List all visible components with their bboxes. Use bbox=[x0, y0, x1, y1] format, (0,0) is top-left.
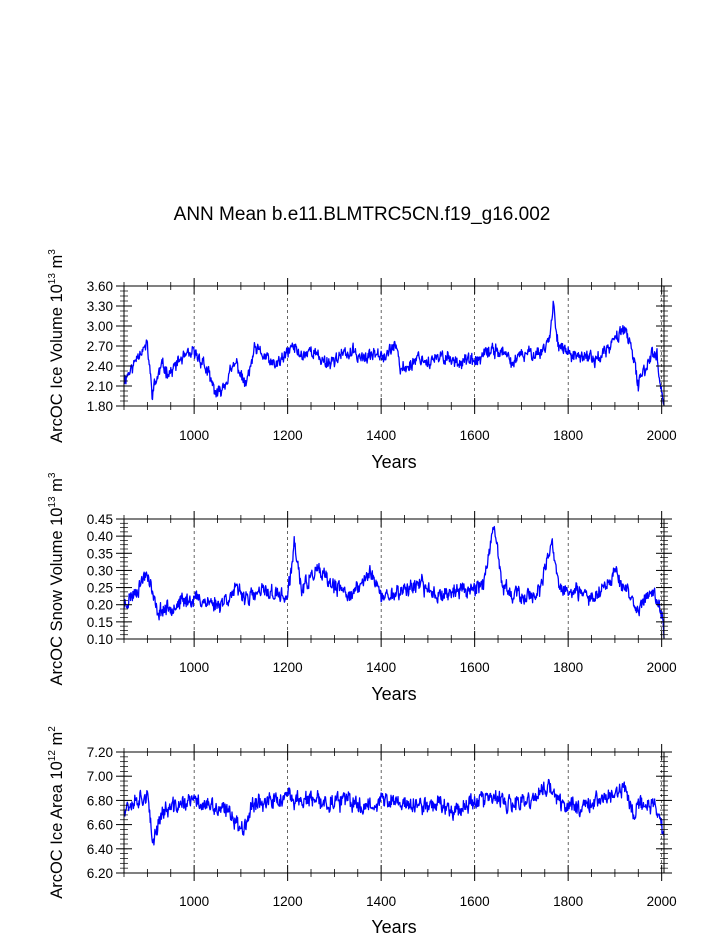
y-tick-label: 3.60 bbox=[87, 279, 113, 294]
y-tick-label: 2.40 bbox=[87, 359, 113, 374]
x-tick-label: 1400 bbox=[366, 428, 396, 443]
y-tick-label: 0.15 bbox=[87, 615, 113, 630]
y-tick-label: 0.35 bbox=[87, 546, 113, 561]
y-tick-label: 2.70 bbox=[87, 339, 113, 354]
x-tick-label: 2000 bbox=[647, 894, 677, 909]
y-tick-label: 0.20 bbox=[87, 598, 113, 613]
x-tick-label: 1800 bbox=[553, 428, 583, 443]
x-tick-label: 1000 bbox=[179, 428, 209, 443]
y-tick-label: 6.80 bbox=[87, 793, 113, 808]
x-tick-label: 1600 bbox=[460, 428, 490, 443]
x-tick-label: 2000 bbox=[647, 660, 677, 675]
y-tick-label: 0.10 bbox=[87, 632, 113, 647]
x-tick-label: 1800 bbox=[553, 894, 583, 909]
y-tick-label: 7.00 bbox=[87, 769, 113, 784]
x-tick-label: 1600 bbox=[460, 894, 490, 909]
y-tick-label: 0.45 bbox=[87, 512, 113, 527]
x-tick-label: 1400 bbox=[366, 660, 396, 675]
x-axis-label: Years bbox=[371, 684, 416, 704]
series-line bbox=[123, 778, 665, 846]
plot-frame bbox=[123, 518, 665, 640]
plot-frame bbox=[123, 751, 665, 874]
x-tick-label: 1600 bbox=[460, 660, 490, 675]
y-axis-label: ArcOC Snow Volume 1013 m3 bbox=[47, 472, 66, 685]
y-tick-label: 1.80 bbox=[87, 399, 113, 414]
y-tick-label: 0.30 bbox=[87, 563, 113, 578]
x-tick-label: 1200 bbox=[273, 428, 303, 443]
y-tick-label: 2.10 bbox=[87, 379, 113, 394]
figure-title: ANN Mean b.e11.BLMTRC5CN.f19_g16.002 bbox=[174, 204, 551, 225]
y-tick-label: 6.40 bbox=[87, 842, 113, 857]
y-tick-label: 3.00 bbox=[87, 319, 113, 334]
x-axis-label: Years bbox=[371, 452, 416, 472]
y-tick-label: 6.60 bbox=[87, 818, 113, 833]
y-tick-label: 0.40 bbox=[87, 529, 113, 544]
chart-panel-2: 1000 1200 1400 1600 1800 2000 0.10 0.15 0.20 0.25… bbox=[47, 472, 677, 704]
chart-panel-3: 1000 1200 1400 1600 1800 2000 6.20 6.40 6.60 6.80… bbox=[47, 726, 677, 935]
y-tick-label: 7.20 bbox=[87, 745, 113, 760]
x-tick-label: 1800 bbox=[553, 660, 583, 675]
x-tick-label: 1400 bbox=[366, 894, 396, 909]
x-tick-label: 1200 bbox=[273, 660, 303, 675]
y-axis-label: ArcOC Ice Area 1012 m2 bbox=[47, 726, 66, 899]
series-line bbox=[123, 300, 665, 406]
y-tick-label: 3.30 bbox=[87, 299, 113, 314]
y-axis-label: ArcOC Ice Volume 1013 m3 bbox=[47, 249, 66, 443]
chart-panel-1: 1000 1200 1400 1600 1800 2000 1.80 2.10 2.40 2.70… bbox=[47, 249, 677, 472]
x-tick-label: 2000 bbox=[647, 428, 677, 443]
x-tick-label: 1000 bbox=[179, 894, 209, 909]
x-tick-label: 1200 bbox=[273, 894, 303, 909]
series-line bbox=[123, 525, 665, 639]
x-axis-label: Years bbox=[371, 917, 416, 935]
x-tick-label: 1000 bbox=[179, 660, 209, 675]
y-tick-label: 0.25 bbox=[87, 581, 113, 596]
y-tick-label: 6.20 bbox=[87, 866, 113, 881]
